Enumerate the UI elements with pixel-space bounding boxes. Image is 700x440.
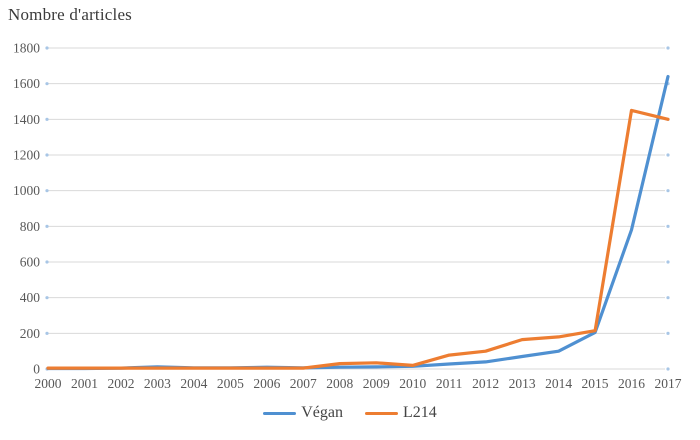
x-axis-tick-label: 2012 [472,376,499,391]
x-axis-tick-label: 2010 [399,376,426,391]
tick-dot-left [45,296,49,300]
x-axis-tick-label: 2014 [545,376,572,391]
x-axis-tick-label: 2017 [655,376,682,391]
tick-dot-left [45,260,49,264]
y-axis-tick-label: 800 [20,219,41,234]
tick-dot-right [666,367,670,371]
legend-label-vegan: Végan [301,404,343,421]
y-axis-tick-label: 400 [20,290,41,305]
legend-label-l214: L214 [402,404,437,421]
x-axis-tick-label: 2015 [582,376,609,391]
tick-dot-left [45,153,49,157]
chart-title: Nombre d'articles [8,5,133,24]
x-axis-tick-label: 2004 [180,376,207,391]
tick-dot-right [666,46,670,50]
tick-dot-left [45,189,49,193]
tick-dot-right [666,153,670,157]
chart-legend: Végan L214 [0,404,700,422]
x-axis-tick-label: 2013 [509,376,536,391]
tick-dot-right [666,189,670,193]
x-axis-tick-label: 2001 [71,376,98,391]
x-axis-tick-label: 2005 [217,376,244,391]
x-axis-tick-label: 2008 [326,376,353,391]
y-axis-tick-label: 0 [33,362,40,377]
y-axis-tick-label: 1400 [13,112,40,127]
y-axis-tick-label: 1000 [13,183,40,198]
series-line-l214 [46,108,670,370]
legend-item-vegan: Végan [263,404,343,422]
x-axis-tick-label: 2007 [290,376,317,391]
x-axis-tick-label: 2000 [35,376,62,391]
tick-dot-right [666,260,670,264]
tick-dot-right [666,331,670,335]
tick-dot-left [45,117,49,121]
tick-dot-left [45,331,49,335]
x-axis-tick-label: 2006 [253,376,280,391]
y-axis-tick-label: 600 [20,255,41,270]
x-axis-tick-label: 2009 [363,376,390,391]
legend-item-l214: L214 [364,404,437,422]
x-axis-tick-label: 2011 [436,376,463,391]
l214-line-swatch [364,411,398,415]
tick-dot-left [45,82,49,86]
tick-dot-right [666,296,670,300]
y-axis-tick-label: 1200 [13,148,40,163]
tick-dot-left [45,46,49,50]
series-line-vegan [46,74,670,371]
tick-dot-left [45,224,49,228]
x-axis-tick-label: 2002 [107,376,134,391]
line-chart-canvas: 0 200 400 600 800 1000 1200 1400 1600 1800 2000 200… [13,41,682,392]
x-axis-tick-label: 2016 [618,376,645,391]
y-axis-tick-label: 1600 [13,76,40,91]
x-axis-tick-label: 2003 [144,376,171,391]
tick-dot-right [666,224,670,228]
vegan-line-swatch [263,411,297,415]
y-axis-tick-label: 1800 [13,41,40,56]
y-axis-tick-label: 200 [20,326,41,341]
